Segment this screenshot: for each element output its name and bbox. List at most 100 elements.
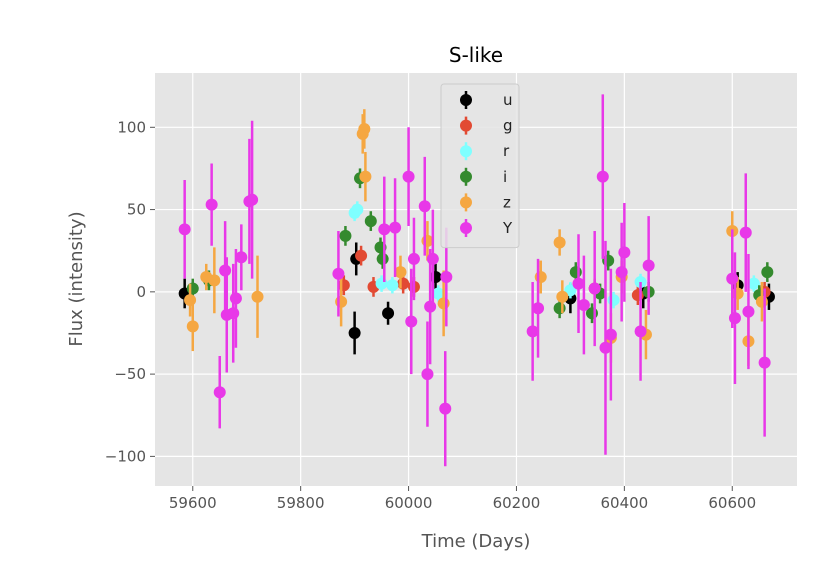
data-point xyxy=(405,315,418,328)
data-point xyxy=(386,279,399,292)
data-point xyxy=(604,328,617,341)
legend-label: z xyxy=(503,193,511,211)
data-point xyxy=(251,290,264,303)
y-tick-label: −100 xyxy=(105,447,146,465)
chart-title: S-like xyxy=(449,43,503,67)
data-point xyxy=(532,302,545,315)
data-point xyxy=(246,193,259,206)
data-point xyxy=(577,299,590,312)
data-point xyxy=(572,277,585,290)
data-point xyxy=(424,300,437,313)
data-point xyxy=(758,356,771,369)
data-point xyxy=(588,282,601,295)
data-point xyxy=(397,277,410,290)
data-point xyxy=(726,272,739,285)
data-point xyxy=(569,266,582,279)
x-axis-label: Time (Days) xyxy=(421,531,531,552)
data-point xyxy=(607,294,620,307)
legend-marker xyxy=(460,145,472,158)
x-tick-label: 59800 xyxy=(277,494,325,512)
data-point xyxy=(615,266,628,279)
data-point xyxy=(407,252,420,265)
data-point xyxy=(564,284,577,297)
data-point xyxy=(596,170,609,183)
legend-marker xyxy=(460,170,472,183)
data-point xyxy=(526,325,539,338)
legend-marker xyxy=(460,222,472,234)
data-point xyxy=(376,252,389,265)
data-point xyxy=(747,277,760,290)
data-point xyxy=(440,271,453,284)
data-point xyxy=(382,307,395,320)
data-point xyxy=(227,307,240,320)
data-point xyxy=(335,295,348,308)
data-point xyxy=(634,325,647,338)
x-tick-label: 59600 xyxy=(169,494,217,512)
data-point xyxy=(553,236,566,249)
data-point xyxy=(426,252,439,265)
data-point xyxy=(332,267,345,280)
data-point xyxy=(437,297,450,310)
data-point xyxy=(742,305,755,318)
data-point xyxy=(761,266,774,279)
data-point xyxy=(378,223,391,236)
y-axis-ticks: −100 −50 0 50 100 xyxy=(105,118,155,465)
data-point xyxy=(439,402,452,415)
legend-label: i xyxy=(503,168,507,186)
data-point xyxy=(348,326,361,339)
data-point xyxy=(178,223,191,236)
legend-label: g xyxy=(503,117,513,135)
x-axis-ticks: 59600 59800 60000 60200 60400 60600 xyxy=(169,486,756,512)
data-point xyxy=(355,249,368,262)
data-point xyxy=(229,292,242,305)
data-point xyxy=(556,290,569,303)
data-point xyxy=(432,287,445,300)
data-point xyxy=(631,289,644,302)
data-point xyxy=(418,200,431,213)
data-point xyxy=(728,312,741,325)
data-point xyxy=(358,122,371,135)
data-point xyxy=(235,251,248,264)
x-tick-label: 60600 xyxy=(708,494,756,512)
legend-label: Y xyxy=(502,219,513,237)
data-point xyxy=(213,386,226,399)
data-point xyxy=(755,295,768,308)
data-point xyxy=(553,302,566,315)
legend-marker xyxy=(460,94,472,106)
y-tick-label: 100 xyxy=(117,118,146,136)
data-point xyxy=(205,198,218,211)
series-Y xyxy=(178,94,771,467)
data-point xyxy=(364,215,377,228)
y-tick-label: 0 xyxy=(136,283,146,301)
data-point xyxy=(739,226,752,239)
y-axis-label: Flux (intensity) xyxy=(66,211,87,346)
data-point xyxy=(186,320,199,333)
data-point xyxy=(534,271,547,284)
data-point xyxy=(421,368,434,381)
data-point xyxy=(339,229,352,242)
x-tick-label: 60400 xyxy=(601,494,649,512)
legend-marker xyxy=(460,119,472,132)
data-point xyxy=(618,246,631,259)
x-tick-label: 60200 xyxy=(493,494,541,512)
data-point xyxy=(599,341,612,354)
data-point xyxy=(351,203,364,216)
data-point xyxy=(642,259,655,272)
data-point xyxy=(208,274,221,287)
data-point xyxy=(186,282,199,295)
data-points xyxy=(178,94,775,467)
data-point xyxy=(402,170,415,183)
legend-label: r xyxy=(503,142,510,160)
data-point xyxy=(184,294,197,307)
data-point xyxy=(389,221,402,234)
data-point xyxy=(219,264,232,277)
data-point xyxy=(394,266,407,279)
data-point xyxy=(375,277,388,290)
data-point xyxy=(359,170,372,183)
legend-label: u xyxy=(503,91,513,109)
y-tick-label: 50 xyxy=(127,201,146,219)
legend-marker xyxy=(460,196,472,209)
